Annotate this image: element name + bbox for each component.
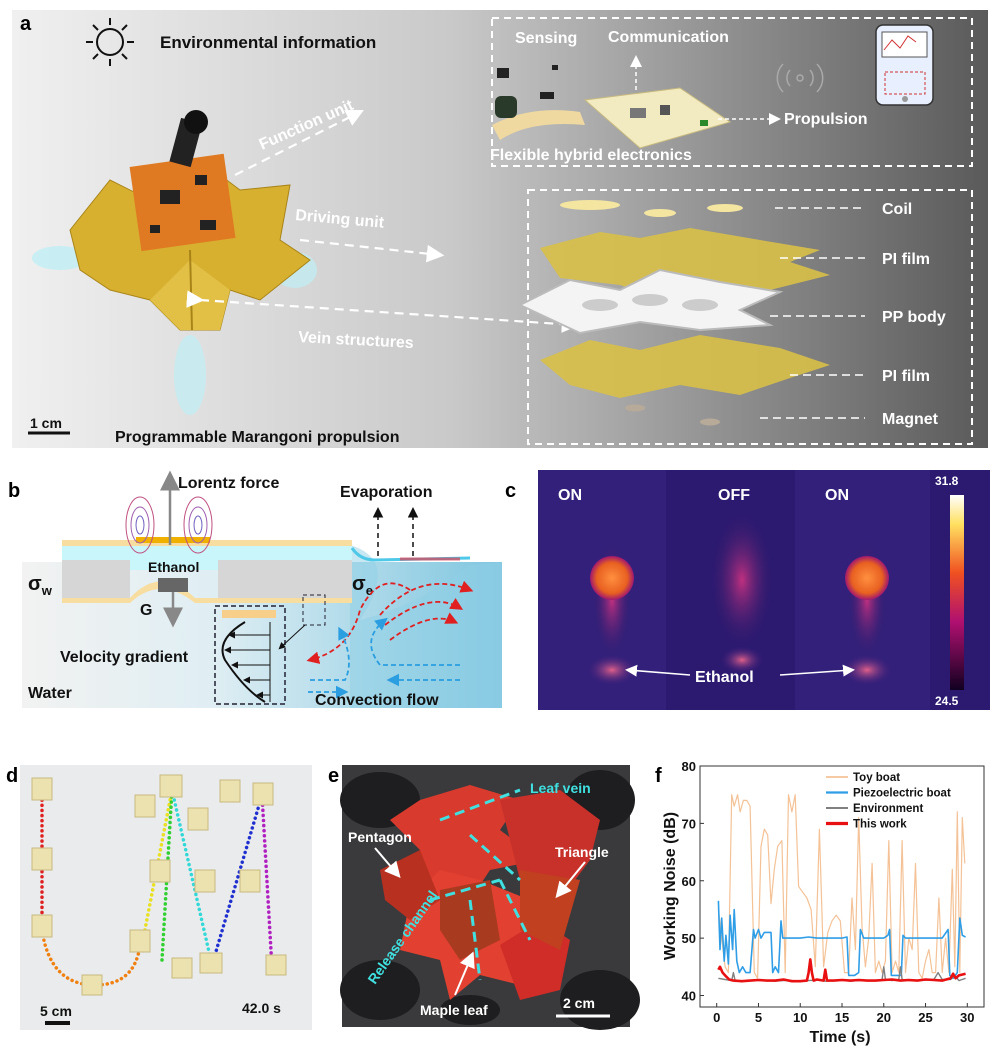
legend-label: Piezoelectric boat [853, 788, 951, 800]
smartphone-icon [875, 24, 934, 106]
x-tick-label: 5 [755, 1010, 762, 1025]
hot-spot-on-2 [845, 556, 889, 600]
colorbar-min: 24.5 [935, 694, 959, 708]
gravity-label: G [140, 602, 152, 619]
circuit-board [583, 87, 732, 149]
colorbar [950, 495, 964, 690]
driving-unit-box [527, 189, 973, 445]
propulsion-label: Propulsion [784, 111, 868, 128]
state-off: OFF [718, 487, 750, 504]
scale-label-d: 5 cm [40, 1003, 72, 1019]
sensing-label: Sensing [515, 30, 577, 47]
panel-a-caption: Programmable Marangoni propulsion [115, 429, 399, 446]
panel-b: b Lorentz force G Ethanol σw σe Evaporat… [8, 470, 502, 709]
velocity-profile [221, 621, 271, 703]
leaf-robot-photo [32, 110, 317, 415]
legend-label: Toy boat [853, 772, 900, 784]
communication-label: Communication [608, 29, 729, 46]
triangle-label: Triangle [555, 844, 609, 860]
panel-label-a: a [20, 13, 32, 35]
panel-label-b: b [8, 480, 20, 502]
layer-label-coil: Coil [882, 201, 912, 218]
magnet-block [158, 578, 188, 592]
lorentz-force-label: Lorentz force [178, 475, 279, 492]
layer-label-pp-body: PP body [882, 309, 946, 326]
colorbar-max: 31.8 [935, 474, 959, 488]
y-tick-label: 60 [682, 874, 696, 889]
panel-f-chart: f Time (s) Working Noise (dB) 0 5 10 15 20 25… [655, 759, 985, 1046]
leaf-vein-label: Leaf vein [530, 780, 591, 796]
stones [340, 770, 640, 1030]
exploded-layers [517, 200, 830, 426]
hot-spot-on-1 [590, 556, 634, 600]
panel-label-e: e [328, 765, 339, 787]
panel-e: e Leaf vein Pentagon Triangle Release ch… [328, 765, 640, 1030]
panel-d: d 5 cm 42.0 s [6, 765, 312, 1030]
sensor-components [492, 65, 585, 140]
layer-label-pi-film-bottom: PI film [882, 368, 930, 385]
callout-lines [186, 110, 580, 333]
scale-label-a: 1 cm [30, 415, 62, 431]
panel-c: c ON OFF ON 31.8 24.5 Ethanol [505, 470, 990, 710]
x-tick-label: 0 [713, 1010, 720, 1025]
y-axis-label: Working Noise (dB) [662, 812, 679, 960]
velocity-gradient-label: Velocity gradient [60, 649, 189, 666]
scale-label-e: 2 cm [563, 995, 595, 1011]
state-on-2: ON [825, 487, 849, 504]
magnetic-field-lines [125, 496, 213, 554]
legend-label: Environment [853, 803, 923, 815]
layer-label-pi-film-top: PI film [882, 251, 930, 268]
panel-label-c: c [505, 480, 516, 502]
series-line-this-work [717, 958, 966, 983]
sigma-w-label: σw [28, 573, 53, 598]
coil-bar [136, 537, 210, 543]
sigma-e-label: σe [352, 573, 373, 598]
x-tick-label: 20 [877, 1010, 891, 1025]
wireless-signal-icon [776, 63, 824, 93]
fhe-label: Flexible hybrid electronics [490, 147, 692, 164]
function-unit-box [491, 17, 973, 167]
time-label-d: 42.0 s [242, 1000, 281, 1016]
red-leaves [380, 785, 600, 1000]
environmental-information-label: Environmental information [160, 33, 376, 52]
y-tick-label: 50 [682, 931, 696, 946]
y-tick-label: 40 [682, 989, 696, 1004]
y-tick-label: 80 [682, 759, 696, 774]
evaporation-label: Evaporation [340, 484, 432, 501]
y-tick-label: 70 [682, 816, 696, 831]
velocity-inset-box [214, 605, 286, 705]
maple-leaf-label: Maple leaf [420, 1002, 488, 1018]
robot-snapshots [31, 774, 287, 996]
series-line-piezoelectric-boat [717, 900, 966, 980]
convection-flow-arrows [306, 580, 474, 699]
leaf-vein-lines [429, 788, 532, 981]
layer-leader-lines [760, 207, 865, 419]
layer-label-magnet: Magnet [882, 411, 939, 428]
panel-label-f: f [655, 765, 662, 787]
ethanol-label-c: Ethanol [695, 669, 754, 686]
pentagon-label: Pentagon [348, 829, 412, 845]
sun-icon [86, 18, 134, 66]
water-label: Water [28, 685, 72, 702]
panel-label-d: d [6, 765, 18, 787]
panel-a: a Environmental information Function uni… [12, 10, 988, 448]
state-on-1: ON [558, 487, 582, 504]
legend-label: This work [853, 819, 907, 831]
x-axis-label: Time (s) [809, 1029, 870, 1046]
x-tick-label: 25 [918, 1010, 932, 1025]
vein-structures-label: Vein structures [298, 329, 414, 352]
maple-leaf-robot [440, 880, 500, 960]
x-tick-label: 15 [835, 1010, 849, 1025]
x-tick-label: 30 [960, 1010, 974, 1025]
x-tick-label: 10 [793, 1010, 807, 1025]
ethanol-label-b: Ethanol [148, 559, 199, 575]
hot-spot-off [710, 510, 774, 650]
convection-flow-label: Convection flow [315, 692, 439, 709]
